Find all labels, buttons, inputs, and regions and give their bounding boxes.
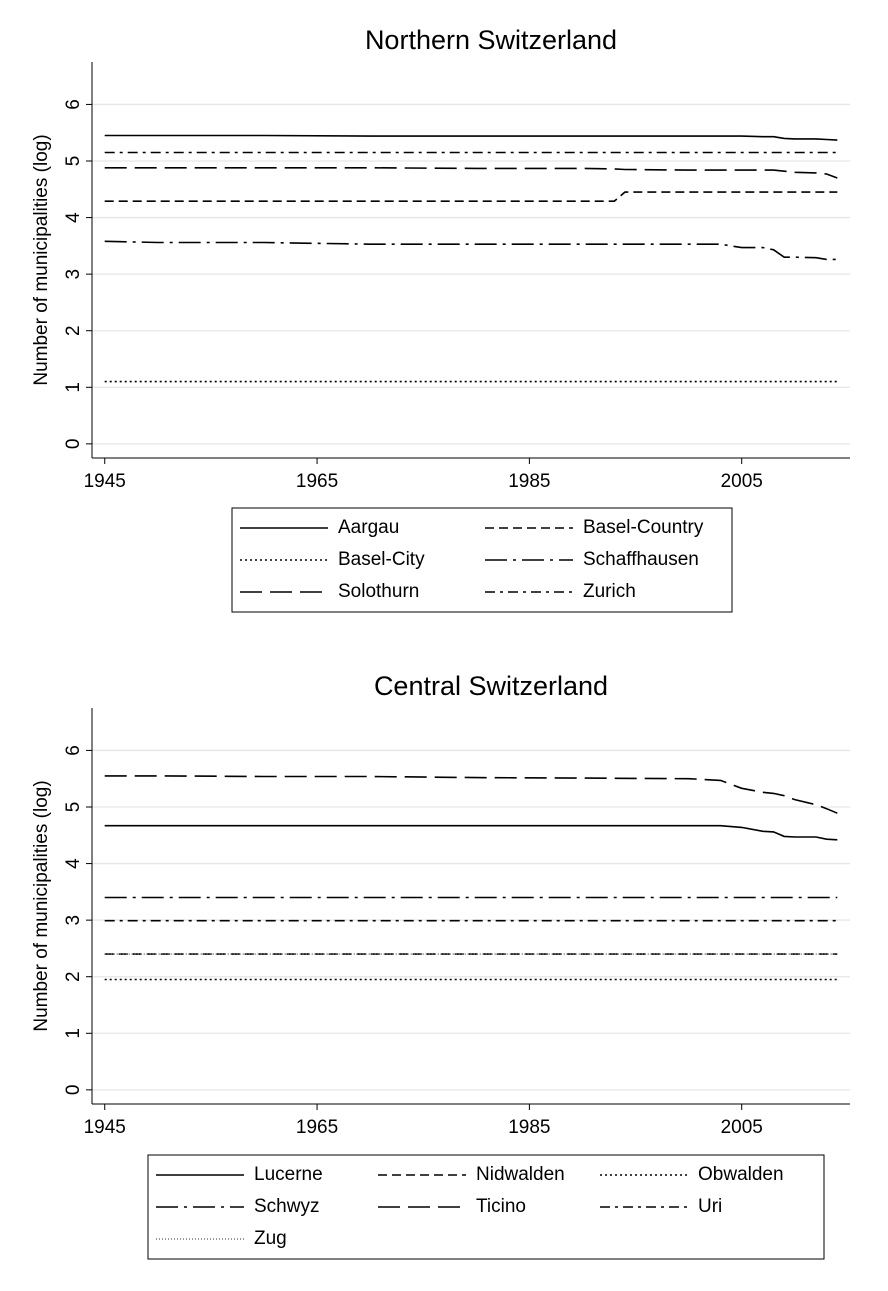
y-tick-label: 1 [63, 1028, 84, 1039]
legend-label: Basel-Country [583, 517, 704, 538]
x-tick-label: 1985 [508, 471, 550, 492]
y-tick-label: 5 [63, 156, 84, 167]
y-tick-label: 4 [63, 212, 84, 223]
series-line [104, 775, 838, 814]
y-axis-label: Number of municipalities (log) [31, 780, 52, 1031]
series-line [104, 240, 838, 261]
legend-label: Obwalden [698, 1164, 784, 1185]
legend-label: Ticino [476, 1196, 526, 1217]
series-line [104, 824, 838, 841]
legend-label: Schaffhausen [583, 549, 699, 570]
y-tick-label: 3 [63, 269, 84, 280]
series-line [104, 134, 838, 141]
legend-box [147, 1154, 825, 1260]
y-tick-label: 2 [63, 325, 84, 336]
x-tick-label: 2005 [721, 1117, 763, 1138]
y-tick-label: 3 [63, 915, 84, 926]
y-tick-label: 2 [63, 971, 84, 982]
legend-label: Aargau [338, 517, 399, 538]
x-tick-label: 1945 [84, 471, 126, 492]
legend-label: Solothurn [338, 581, 419, 602]
series-line [104, 191, 838, 202]
legend-label: Basel-City [338, 549, 425, 570]
y-tick-label: 0 [63, 1085, 84, 1096]
chart-title: Central Switzerland [374, 671, 608, 701]
legend-label: Lucerne [254, 1164, 323, 1185]
y-tick-label: 4 [63, 858, 84, 869]
y-tick-label: 1 [63, 382, 84, 393]
y-tick-label: 0 [63, 439, 84, 450]
legend-label: Uri [698, 1196, 722, 1217]
y-tick-label: 6 [63, 745, 84, 756]
y-tick-label: 6 [63, 99, 84, 110]
legend-label: Nidwalden [476, 1164, 565, 1185]
series-line [104, 167, 838, 179]
chart-title: Northern Switzerland [365, 25, 617, 55]
x-tick-label: 1945 [84, 1117, 126, 1138]
x-tick-label: 2005 [721, 471, 763, 492]
x-tick-label: 1965 [296, 471, 338, 492]
y-tick-label: 5 [63, 802, 84, 813]
x-tick-label: 1985 [508, 1117, 550, 1138]
legend-label: Zurich [583, 581, 636, 602]
legend-label: Zug [254, 1228, 287, 1249]
legend-label: Schwyz [254, 1196, 319, 1217]
y-axis-label: Number of municipalities (log) [31, 134, 52, 385]
x-tick-label: 1965 [296, 1117, 338, 1138]
